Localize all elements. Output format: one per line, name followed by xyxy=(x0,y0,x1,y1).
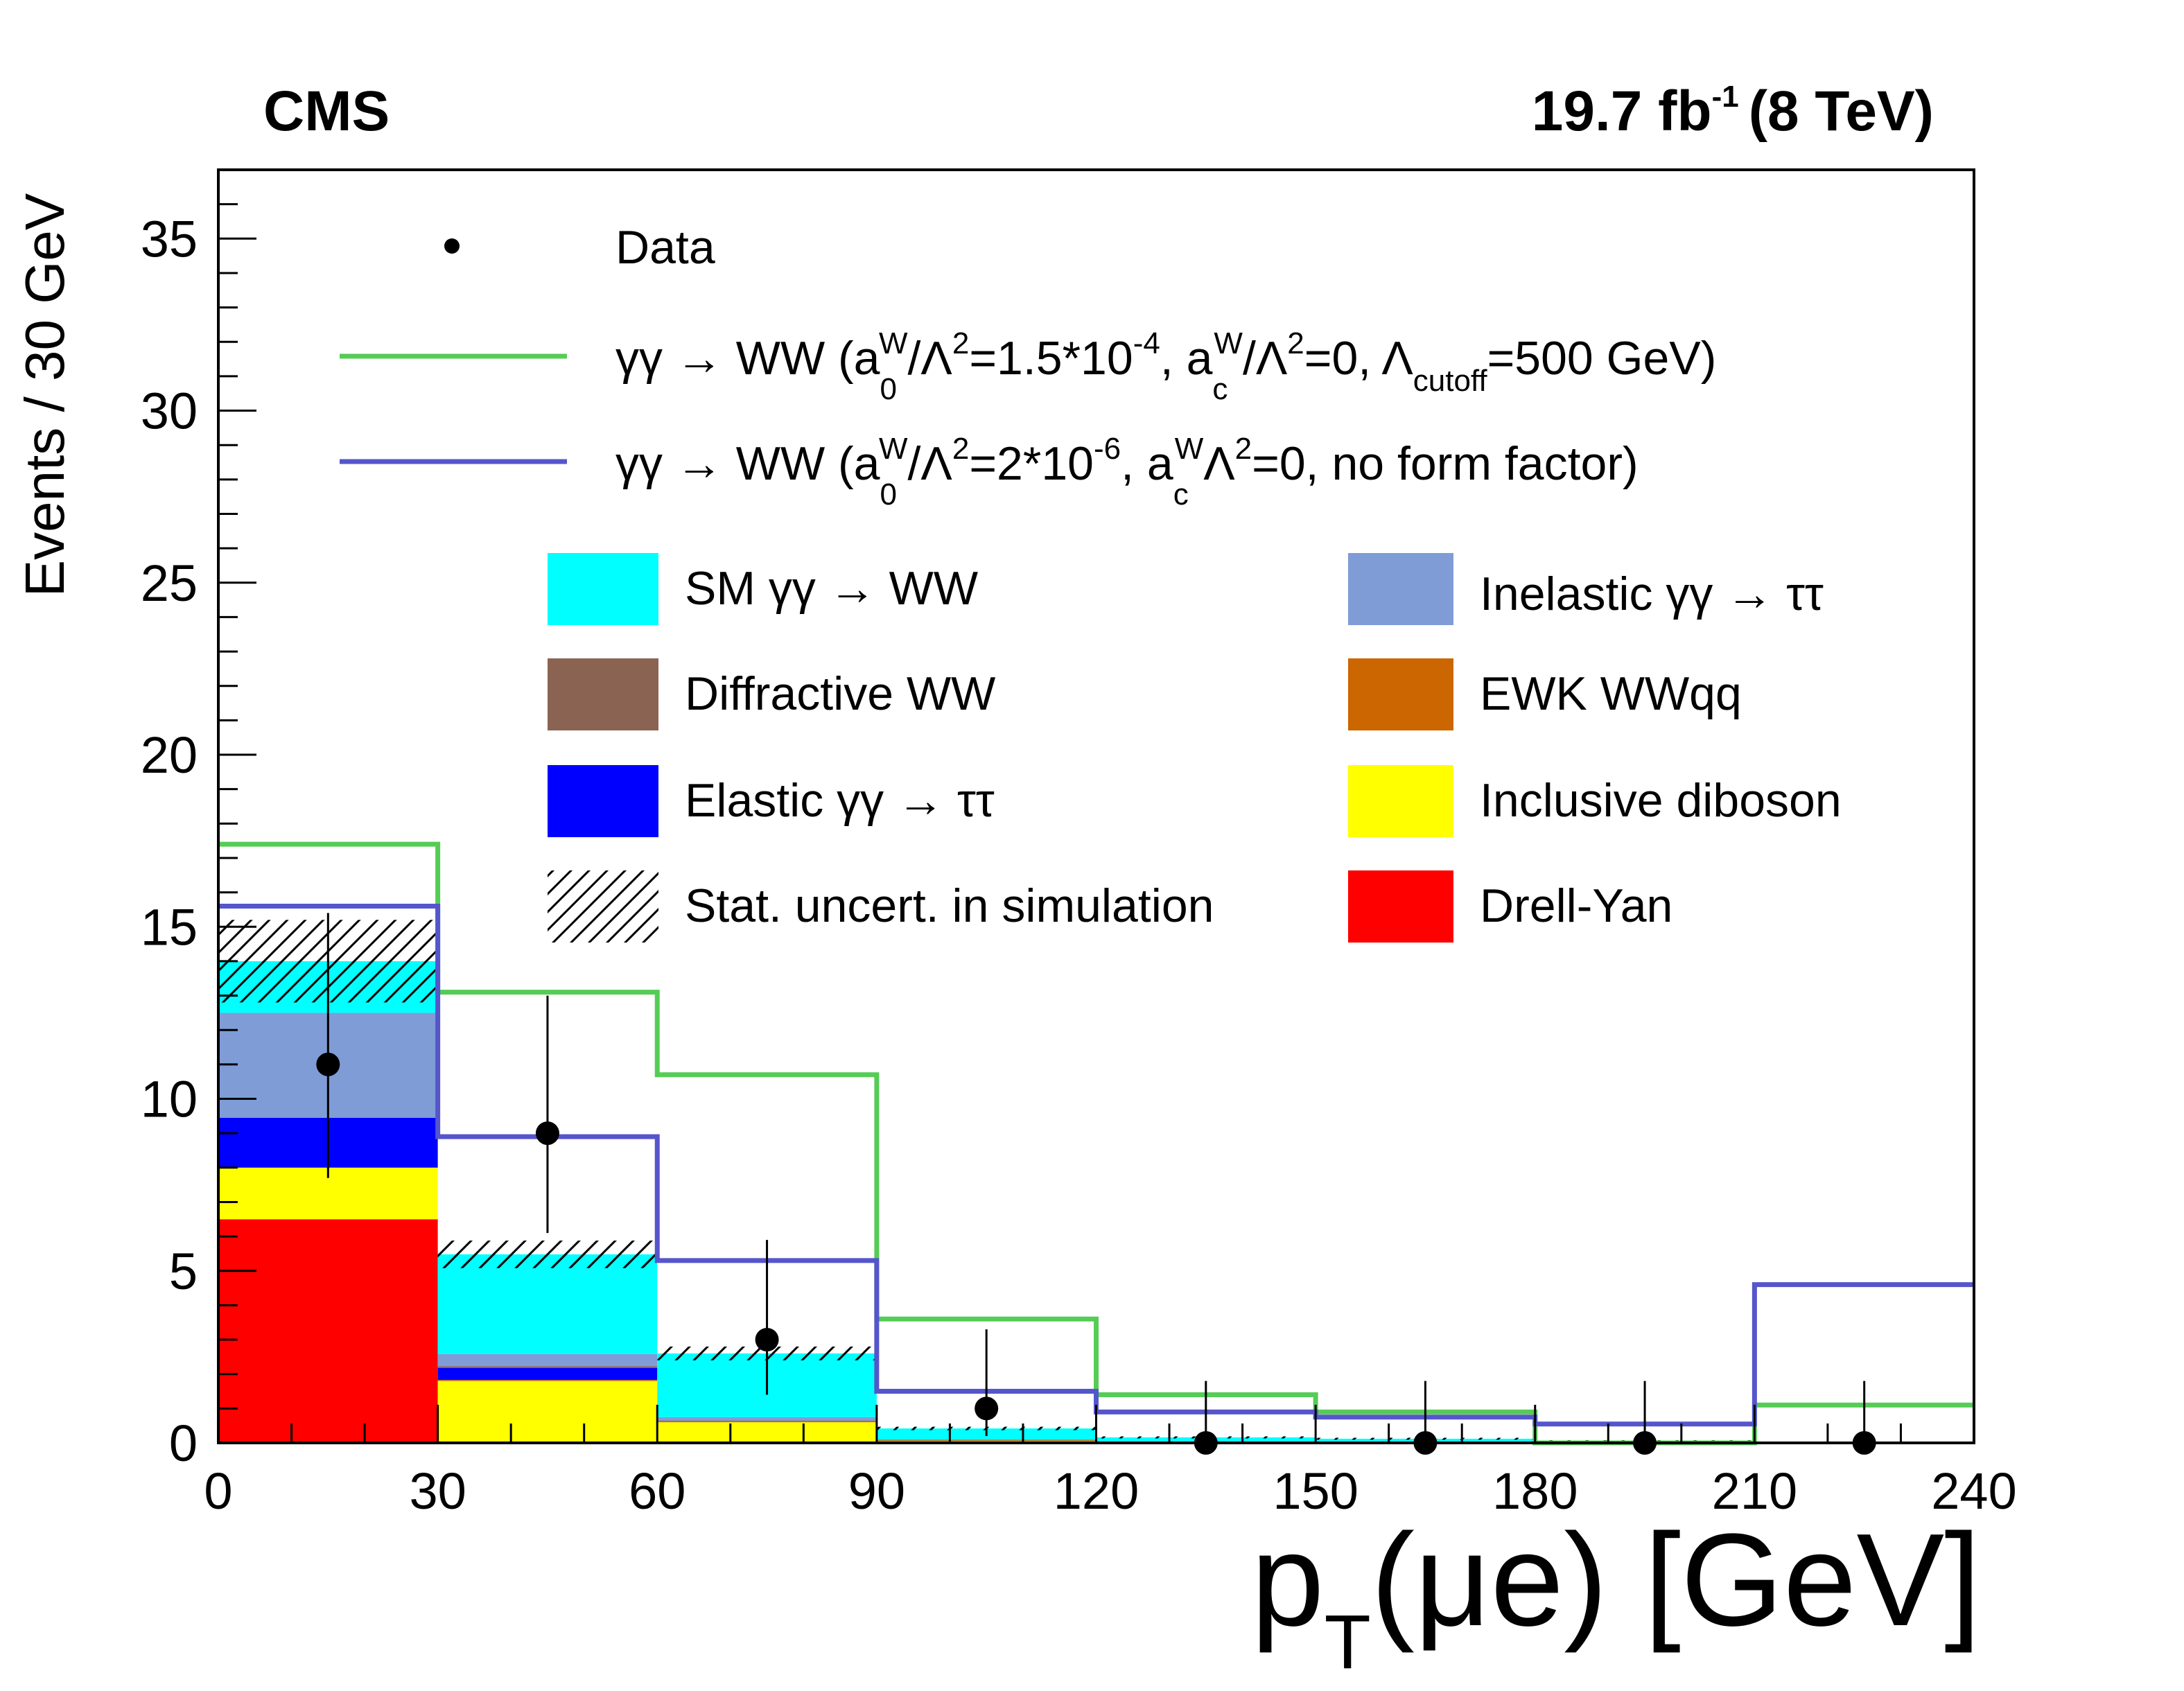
y-tick-label-5: 25 xyxy=(141,554,198,612)
x-tick-label-8: 240 xyxy=(1931,1462,2016,1520)
blue-p6: =0, no form factor) xyxy=(1252,437,1638,490)
blue-sup5: 2 xyxy=(1235,432,1252,466)
legend-data-label: Data xyxy=(615,221,715,274)
bar-sm-bin-1 xyxy=(437,1254,658,1354)
x-tick-label-1: 30 xyxy=(409,1462,466,1520)
green-sup4: W xyxy=(1214,326,1243,360)
green-p3: =1.5*10 xyxy=(969,332,1133,385)
legend-blue-label: γγ → WW (a0W/Λ2=2*10-6, acWΛ2=0, no form… xyxy=(615,432,1639,511)
x-tick-label-5: 150 xyxy=(1273,1462,1358,1520)
uncert-band-bin-1 xyxy=(437,1241,658,1268)
green-p6: =0, Λ xyxy=(1304,332,1414,385)
green-sub6: cutoff xyxy=(1413,364,1488,398)
lumi-exponent: -1 xyxy=(1712,80,1739,114)
legend-sm-label: SM γγ → WW xyxy=(685,562,978,615)
bar-elastic-bin-1 xyxy=(437,1367,658,1381)
bar-ewk-bin-3 xyxy=(876,1440,1097,1442)
blue-sup4: W xyxy=(1175,432,1204,466)
data-point-3 xyxy=(975,1396,999,1421)
bar-dy-bin-0 xyxy=(218,1219,438,1443)
bar-diffractive-bin-1 xyxy=(437,1366,658,1368)
legend-data-marker xyxy=(444,238,460,254)
legend-ewk-swatch xyxy=(1348,658,1453,730)
experiment-label: CMS xyxy=(263,80,390,143)
blue-sup2: 2 xyxy=(952,432,969,466)
y-tick-label-7: 35 xyxy=(141,210,198,268)
blue-pre: γγ → WW (a xyxy=(615,437,880,490)
blue-sup1: W xyxy=(879,432,908,466)
green-sub4: c xyxy=(1212,372,1228,406)
legend-dy-label: Drell-Yan xyxy=(1480,879,1672,932)
legend-diffractive-label: Diffractive WW xyxy=(685,667,995,720)
green-pre: γγ → WW (a xyxy=(615,332,880,385)
green-p2: /Λ xyxy=(908,332,953,385)
x-title-sub: T xyxy=(1325,1600,1371,1685)
lumi-label: 19.7 fb-1 (8 TeV) xyxy=(1532,80,1934,143)
x-tick-label-6: 180 xyxy=(1492,1462,1578,1520)
green-sub1: 0 xyxy=(880,372,897,406)
bar-ewk-bin-1 xyxy=(437,1380,658,1381)
data-point-1 xyxy=(535,1121,559,1146)
blue-p5: Λ xyxy=(1203,437,1235,490)
bar-inelastic-bin-2 xyxy=(657,1417,877,1421)
legend-diboson-swatch xyxy=(1348,765,1453,837)
x-tick-label-4: 120 xyxy=(1054,1462,1139,1520)
bar-diboson-bin-1 xyxy=(437,1381,658,1443)
bar-diffractive-bin-3 xyxy=(876,1439,1097,1441)
green-p5: /Λ xyxy=(1243,332,1288,385)
x-tick-label-7: 210 xyxy=(1712,1462,1797,1520)
legend: Data γγ → WW (a0W/Λ2=1.5*10-4, acW/Λ2=0,… xyxy=(340,221,1842,943)
y-tick-label-6: 30 xyxy=(141,383,198,440)
bar-inelastic-bin-1 xyxy=(437,1353,658,1367)
lumi-energy: (8 TeV) xyxy=(1749,80,1934,143)
legend-diboson-label: Inclusive diboson xyxy=(1480,774,1842,827)
data-point-2 xyxy=(755,1328,779,1352)
legend-inelastic-label: Inelastic γγ → ττ xyxy=(1480,568,1824,620)
x-title-main: p xyxy=(1251,1507,1325,1654)
x-axis-title: pT(μe) [GeV] xyxy=(1251,1507,1981,1685)
data-point-0 xyxy=(316,1052,340,1076)
legend-elastic-label: Elastic γγ → ττ xyxy=(685,774,995,827)
y-tick-label-0: 0 xyxy=(169,1414,198,1472)
y-tick-label-1: 5 xyxy=(169,1243,198,1300)
green-p7: =500 GeV) xyxy=(1487,332,1717,385)
y-tick-label-3: 15 xyxy=(141,898,198,956)
legend-green-label: γγ → WW (a0W/Λ2=1.5*10-4, acW/Λ2=0, Λcut… xyxy=(615,326,1716,406)
blue-p2: /Λ xyxy=(908,437,953,490)
bar-ewk-bin-2 xyxy=(657,1421,877,1423)
lumi-value: 19.7 fb xyxy=(1532,80,1712,143)
y-tick-label-4: 20 xyxy=(141,726,198,784)
x-title-rest: (μe) [GeV] xyxy=(1371,1507,1981,1654)
green-sup1: W xyxy=(879,326,908,360)
blue-p3: =2*10 xyxy=(969,437,1094,490)
blue-sub4: c xyxy=(1173,477,1189,511)
legend-sm-swatch xyxy=(548,553,658,625)
y-tick-label-2: 10 xyxy=(141,1071,198,1128)
legend-dy-swatch xyxy=(1348,870,1453,943)
legend-elastic-swatch xyxy=(548,765,658,837)
green-sup5: 2 xyxy=(1287,326,1304,360)
green-p4: , a xyxy=(1160,332,1213,385)
legend-uncert-label: Stat. uncert. in simulation xyxy=(685,879,1214,932)
green-sup3: -4 xyxy=(1133,326,1160,360)
green-sup2: 2 xyxy=(952,326,969,360)
blue-p4: , a xyxy=(1121,437,1173,490)
legend-ewk-label: EWK WWqq xyxy=(1480,667,1742,720)
x-tick-label-0: 0 xyxy=(204,1462,232,1520)
x-tick-label-3: 90 xyxy=(848,1462,905,1520)
legend-uncert-swatch xyxy=(548,870,658,943)
blue-sub1: 0 xyxy=(880,477,897,511)
bar-diboson-bin-2 xyxy=(657,1422,877,1443)
y-axis-title: Events / 30 GeV xyxy=(14,193,76,597)
x-tick-label-2: 60 xyxy=(629,1462,685,1520)
blue-sup3: -6 xyxy=(1094,432,1121,466)
legend-inelastic-swatch xyxy=(1348,553,1453,625)
legend-diffractive-swatch xyxy=(548,658,658,730)
